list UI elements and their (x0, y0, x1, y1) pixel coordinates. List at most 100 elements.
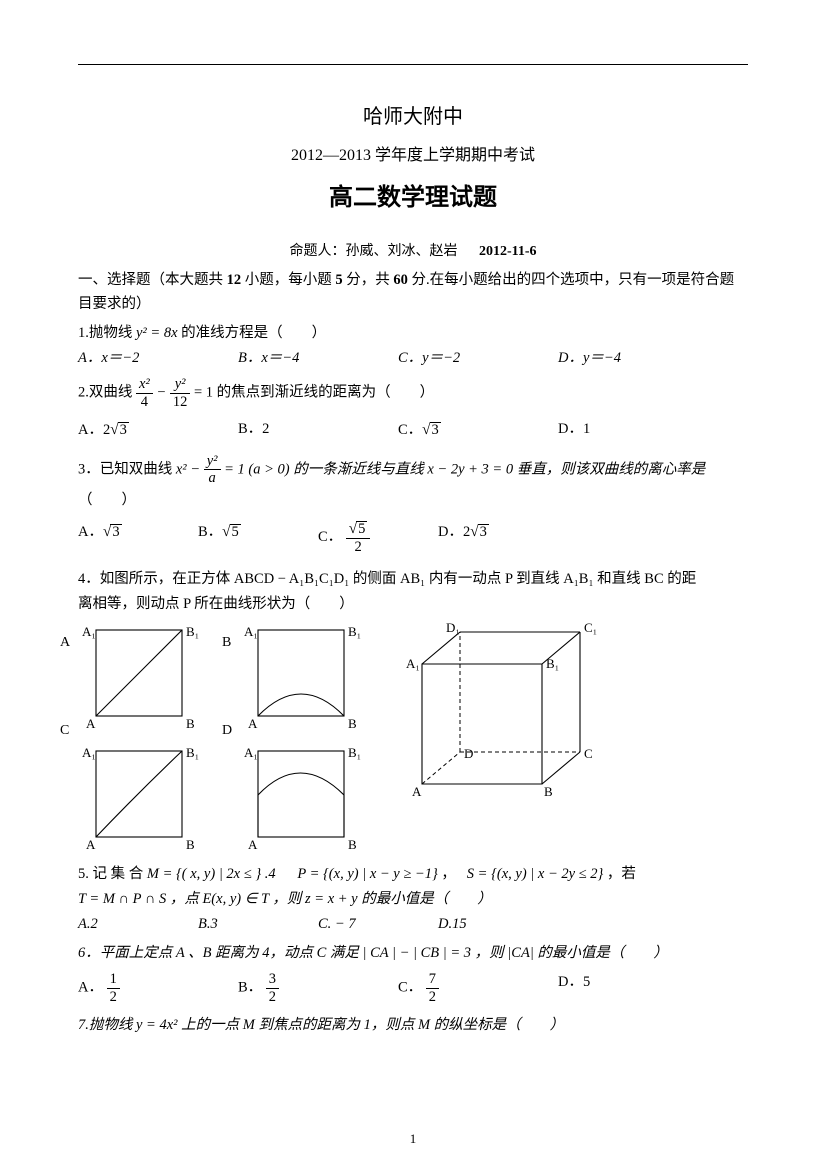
q4-panel-d: A₁ B₁ A B (240, 745, 380, 857)
q3b-pre: B． (198, 524, 222, 540)
q6c-n: 7 (426, 971, 439, 989)
q5-options: A.2 B.3 C. − 7 D.15 (78, 913, 748, 936)
q4-col2: B A₁ B₁ A B D A₁ B₁ (240, 624, 380, 856)
q4-letter-d: D (222, 720, 232, 742)
q4c-lbl-a: A (86, 835, 95, 856)
q5-pre: 5. 记 集 合 (78, 866, 147, 882)
q2-opt-d: D．1 (558, 418, 718, 442)
q4-cube: D₁ C₁ A₁ B₁ D C A B (402, 624, 602, 812)
q2-frac2: y² 12 (170, 376, 191, 410)
sec1-n1: 12 (227, 272, 242, 288)
page-number: 1 (410, 1129, 417, 1150)
q3a-pre: A． (78, 524, 103, 540)
q5-mid: ，若 (607, 866, 636, 882)
q4d-lbl-b1: B₁ (348, 743, 361, 764)
q1-opt-c: C．y＝−2 (398, 347, 558, 370)
q5-opt-c: C. − 7 (318, 913, 438, 936)
q1: 1.抛物线 y² = 8x 的准线方程是（ ） (78, 322, 748, 345)
q4-panel-c: A₁ B₁ A B (78, 745, 218, 857)
author-date: 2012-11-6 (479, 244, 537, 259)
q3-frac: y² a (204, 453, 221, 487)
q6-opt-d: D．5 (558, 971, 718, 1005)
q5-opt-d: D.15 (438, 913, 558, 936)
q4-cube-svg (402, 624, 602, 804)
exam-title: 高二数学理试题 (78, 179, 748, 217)
q3-l: x² − (176, 461, 204, 477)
q6c-d: 2 (426, 989, 439, 1006)
sec1-t3: 分，共 (346, 272, 390, 288)
q4a-lbl-a1: A₁ (82, 622, 96, 643)
sec1-n2: 5 (335, 272, 342, 288)
q2-den2: 12 (170, 394, 191, 411)
q1-pre: 1.抛物线 (78, 325, 136, 341)
q4b-lbl-a1: A₁ (244, 622, 258, 643)
sec1-t1: 一、选择题（本大题共 (78, 272, 223, 288)
top-rule (78, 64, 748, 65)
q6a-pre: A． (78, 980, 103, 996)
q1-eq: y² = 8x (136, 325, 178, 341)
q6a-n: 1 (107, 971, 120, 989)
q4a-lbl-b1: B₁ (186, 622, 199, 643)
q5: 5. 记 集 合 M = {( x, y) | 2x ≤ } .4 P = {(… (78, 863, 748, 886)
q2: 2.双曲线 x² 4 − y² 12 = 1 的焦点到渐近线的距离为（ ） (78, 376, 748, 410)
q5-M: M = {( x, y) | 2x ≤ } .4 (147, 866, 276, 882)
q4-figures: A A₁ B₁ A B C A₁ B₁ A B (78, 624, 748, 856)
q3d-rad: 3 (478, 524, 489, 541)
q3-options: A．√3 B． √5 C． √5 2 D．2√3 (78, 520, 748, 556)
q4d-lbl-b: B (348, 835, 357, 856)
q4-letter-a: A (60, 632, 70, 654)
q3c-den: 2 (346, 539, 371, 556)
q3c-frac: √5 2 (346, 520, 371, 556)
q6c-pre: C． (398, 980, 422, 996)
cube-c: C (584, 744, 593, 765)
q6-opt-c: C． 72 (398, 971, 558, 1005)
q2-opt-a: A．2√3 (78, 418, 238, 442)
sec1-t2: 小题，每小题 (245, 272, 332, 288)
q4-line1: 4．如图所示，在正方体 ABCD − A₁B₁C₁D₁ 的侧面 AB₁ 内有一动… (78, 568, 748, 591)
q4-line2: 离相等，则动点 P 所在曲线形状为（ ） (78, 593, 748, 616)
q6-opt-a: A． 12 (78, 971, 238, 1005)
q4-fig-c (78, 745, 198, 849)
authors-label: 命题人：孙威、刘冰、赵岩 (289, 244, 457, 259)
sec1-n3: 60 (393, 272, 408, 288)
q3c-pre: C． (318, 529, 342, 545)
q6b-d: 2 (266, 989, 279, 1006)
q3-den: a (204, 470, 221, 487)
q4-letter-c: C (60, 720, 69, 742)
page: 哈师大附中 2012—2013 学年度上学期期中考试 高二数学理试题 命题人：孙… (0, 0, 826, 1168)
q5-opt-a: A.2 (78, 913, 198, 936)
q4b-lbl-b1: B₁ (348, 622, 361, 643)
q4c-lbl-a1: A₁ (82, 743, 96, 764)
cube-b: B (544, 782, 553, 803)
q3c-num: √5 (346, 520, 371, 539)
q4c-lbl-b: B (186, 835, 195, 856)
q4-fig-a (78, 624, 198, 728)
q3a-rad: 3 (110, 524, 121, 541)
q4d-lbl-a: A (248, 835, 257, 856)
q5-P: P = {(x, y) | x − y ≥ −1} (297, 866, 437, 882)
q2-den1: 4 (136, 394, 153, 411)
q3d-pre: D．2 (438, 524, 470, 540)
q1-opt-a: A．x＝−2 (78, 347, 238, 370)
q6a-d: 2 (107, 989, 120, 1006)
q1-post: 的准线方程是（ ） (181, 325, 326, 341)
q3-mid: = 1 (a > 0) 的一条渐近线与直线 x − 2y + 3 = 0 垂直，… (224, 461, 705, 477)
q3: 3．已知双曲线 x² − y² a = 1 (a > 0) 的一条渐近线与直线 … (78, 453, 748, 487)
cube-a: A (412, 782, 421, 803)
q6b-pre: B． (238, 980, 262, 996)
school-name: 哈师大附中 (78, 101, 748, 133)
q2-num1: x² (136, 376, 153, 394)
q3b-rad: 5 (230, 524, 241, 541)
q4a-lbl-a: A (86, 714, 95, 735)
q5-line2: T = M ∩ P ∩ S ，点 E(x, y) ∈ T ，则 z = x + … (78, 888, 748, 911)
q3-opt-d: D．2√3 (438, 520, 558, 556)
q3c-numr: 5 (356, 521, 367, 538)
q3-num: y² (204, 453, 221, 471)
q3-opt-a: A．√3 (78, 520, 198, 556)
q2-num2: y² (170, 376, 191, 394)
term-line: 2012—2013 学年度上学期期中考试 (78, 143, 748, 169)
q6-opt-b: B． 32 (238, 971, 398, 1005)
q4-panel-b: B A₁ B₁ A B D (240, 624, 380, 736)
q4b-lbl-a: A (248, 714, 257, 735)
section1-heading: 一、选择题（本大题共 12 小题，每小题 5 分，共 60 分.在每小题给出的四… (78, 269, 748, 315)
